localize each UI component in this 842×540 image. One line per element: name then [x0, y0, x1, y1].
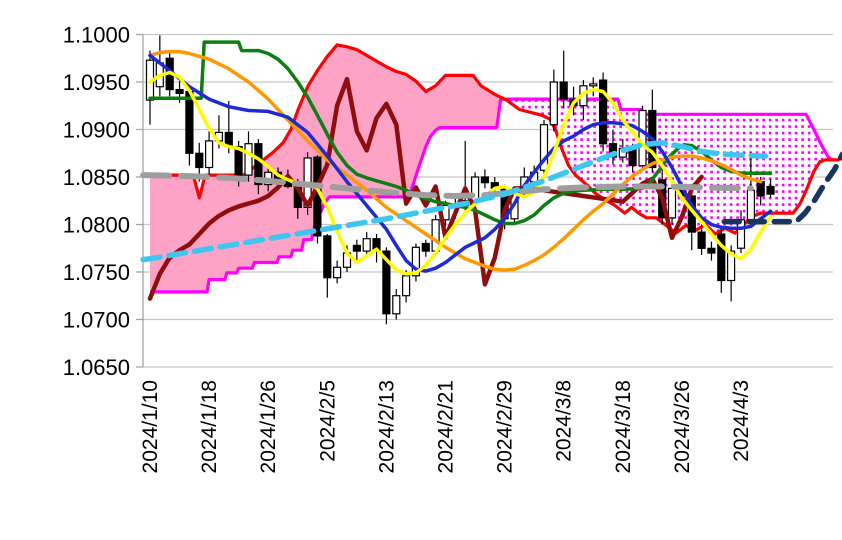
y-axis-tick-label: 1.0750 [63, 260, 130, 285]
x-axis-tick-label: 2024/1/18 [198, 380, 221, 473]
candle [362, 232, 371, 258]
candle-body-down [185, 90, 194, 154]
candle [697, 224, 706, 255]
candle-body-down [717, 233, 726, 282]
candle-body-down [598, 79, 608, 145]
x-axis-tick-label: 2024/4/3 [730, 380, 753, 462]
candle [333, 260, 342, 284]
cyan-dashed-trend-line [140, 140, 769, 263]
x-axis-labels: 2024/1/10 2024/1/18 2024/1/26 2024/2/5 2024/… [139, 380, 753, 473]
navy-dashed-projection-line [721, 151, 842, 225]
candle-body-down [421, 242, 430, 252]
candle [323, 234, 332, 298]
senkou-span-b-line [150, 97, 833, 294]
candle-body-down [697, 231, 706, 249]
candle [421, 239, 430, 257]
y-axis-tick-label: 1.0850 [63, 165, 130, 190]
candle [244, 131, 253, 182]
x-axis-tick-label: 2024/2/29 [494, 380, 517, 473]
y-axis-tick-label: 1.0950 [63, 70, 130, 95]
candle-body-down [480, 176, 489, 184]
candle-body-up [549, 81, 558, 126]
candle [589, 77, 598, 97]
candle [766, 178, 775, 198]
candle-body-up [667, 187, 677, 219]
candle-body-up [589, 83, 598, 87]
candle [254, 139, 263, 195]
candle [392, 289, 401, 320]
candle [352, 239, 361, 261]
y-axis-tick-label: 1.0800 [63, 213, 130, 238]
candle-body-down [707, 247, 716, 254]
x-axis-tick-label: 2024/2/21 [435, 380, 458, 473]
candle-body-up [411, 246, 420, 277]
candle [205, 131, 214, 176]
candle-body-down [766, 185, 775, 195]
gray-dashed-long-ma-line [140, 172, 754, 199]
candle-body-up [638, 109, 647, 167]
candle-body-down [195, 152, 204, 169]
candle-body-up [244, 143, 253, 176]
x-axis-tick-label: 2024/2/5 [316, 380, 339, 462]
candle [638, 105, 647, 170]
x-axis-tick-label: 2024/3/18 [612, 380, 635, 473]
candle-body-up [392, 295, 401, 315]
candle-body-up [746, 189, 756, 221]
y-axis-tick-label: 1.1000 [63, 23, 130, 48]
x-axis-tick-label: 2024/3/26 [671, 380, 694, 473]
bullish-cloud-fill [150, 44, 507, 292]
candle [411, 243, 420, 282]
x-axis-tick-label: 2024/3/8 [553, 380, 576, 462]
candle-body-down [234, 146, 243, 176]
candle-body-down [175, 88, 184, 94]
thick-dark-red-line [147, 76, 704, 301]
candle [549, 69, 558, 132]
candle [648, 89, 657, 173]
candle-body-down [382, 250, 391, 315]
y-axis-tick-label: 1.0900 [63, 118, 130, 143]
candle-body-up [205, 140, 214, 169]
x-axis-tick-label: 2024/1/26 [257, 380, 280, 473]
x-axis-tick-label: 2024/1/10 [139, 380, 162, 473]
candle-body-up [539, 124, 549, 171]
candle-body-up [402, 275, 411, 297]
candle-body-down [254, 143, 263, 186]
candle-body-down [559, 81, 568, 100]
candle-body-down [756, 181, 765, 197]
senkou-span-a-line [150, 43, 840, 236]
yellow-ma-line [148, 70, 773, 276]
y-axis-tick-label: 1.0700 [63, 308, 130, 333]
candle-body-up [362, 238, 371, 252]
y-axis-labels: 1.1000 1.0950 1.0900 1.0850 1.0800 1.0750 1.07… [63, 23, 130, 381]
candle-body-up [726, 250, 736, 282]
x-axis-tick-label: 2024/2/13 [375, 380, 398, 473]
candle [480, 169, 489, 189]
candle-body-down [352, 244, 361, 252]
candle [707, 241, 716, 261]
candle [717, 229, 726, 293]
candle-body-down [323, 235, 332, 279]
y-axis-tick-label: 1.0650 [63, 355, 130, 380]
axes [136, 33, 144, 368]
candle [598, 72, 608, 152]
candle [145, 50, 155, 125]
overlay-lines [140, 40, 842, 301]
candle-body-up [333, 266, 342, 279]
candle [539, 120, 549, 177]
candle [559, 50, 568, 109]
